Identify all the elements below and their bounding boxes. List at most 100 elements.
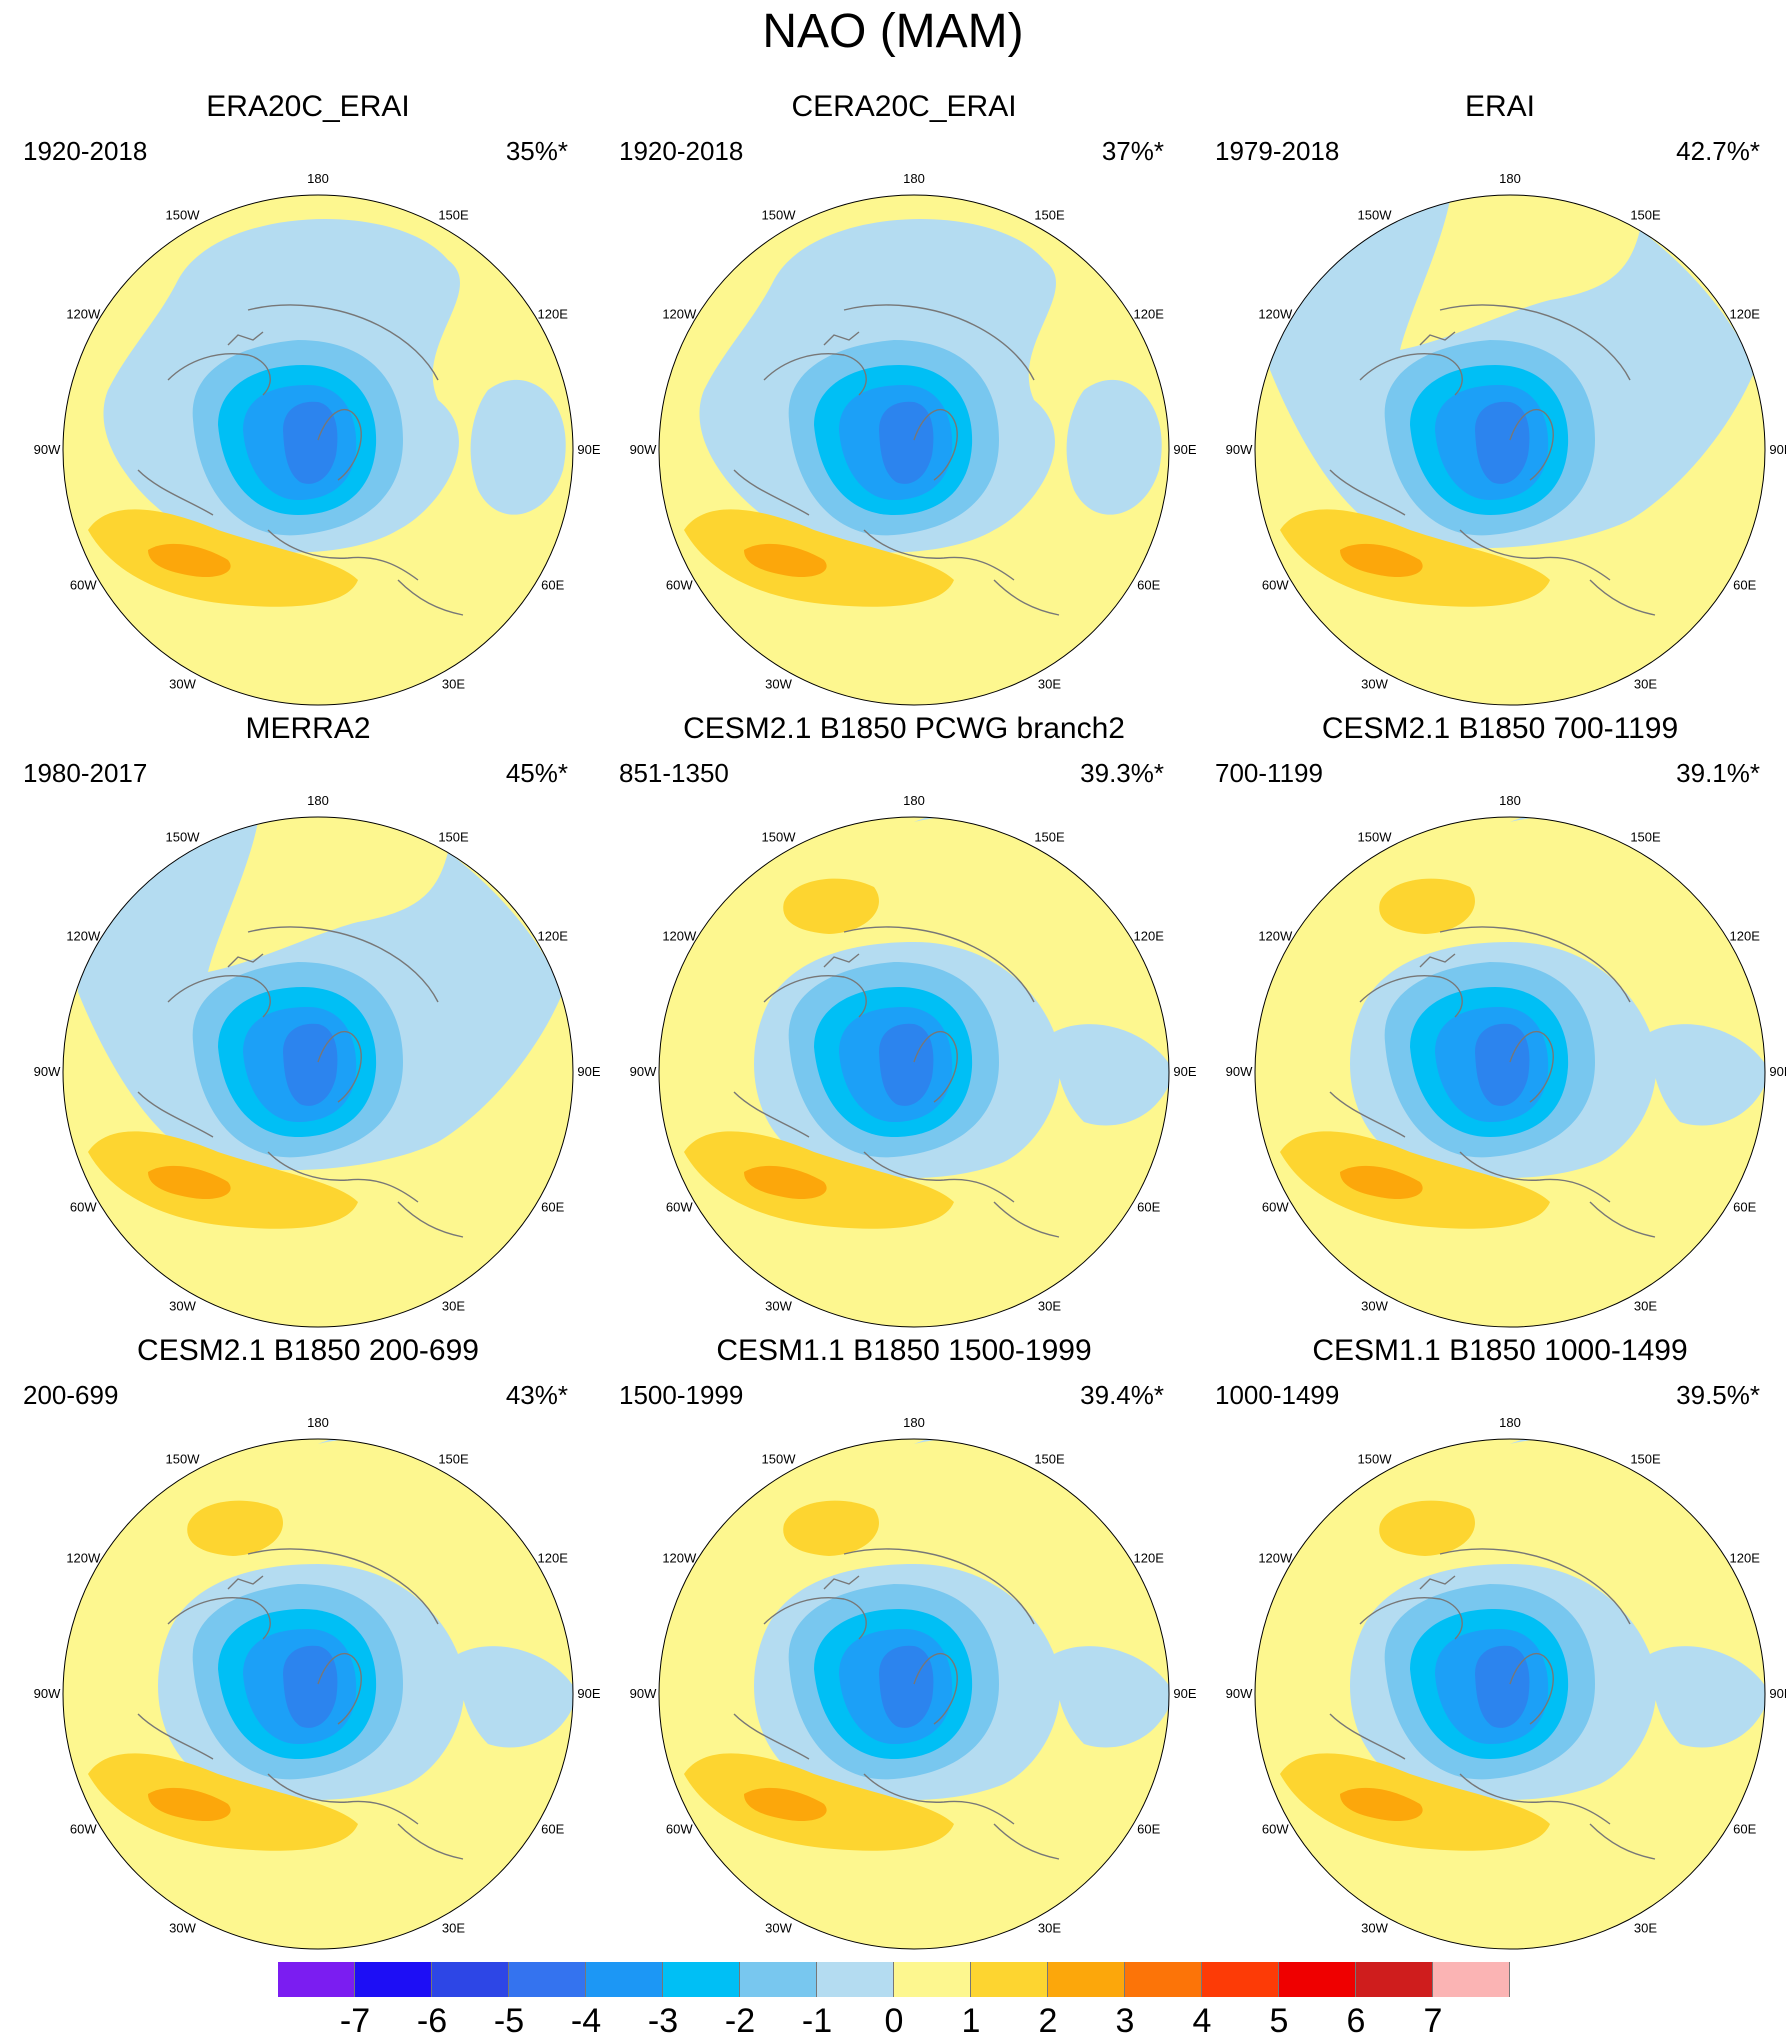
longitude-label: 150E [1630,1451,1661,1466]
colorbar-swatch [1356,1962,1433,1997]
coastline [227,953,264,968]
longitude-label: 60E [541,1200,564,1215]
pacific-high-contour [187,1500,283,1556]
coastline [823,1575,860,1590]
longitude-label: 30E [1038,1299,1061,1314]
longitude-label: 90W [630,442,657,457]
panel-variance-percent: 39.1%* [1676,758,1760,788]
longitude-label: 180 [1499,793,1521,808]
longitude-label: 60W [666,1200,693,1215]
colorbar-tick-label: 5 [1269,2002,1289,2040]
longitude-label: 30W [169,677,196,692]
colorbar-swatch [1279,1962,1356,1997]
longitude-label: 150W [1358,1451,1393,1466]
longitude-label: 120E [538,1551,569,1566]
longitude-label: 150E [1630,207,1661,222]
longitude-label: 30E [1634,677,1657,692]
longitude-label: 180 [903,1415,925,1430]
colorbar-tick-label: -3 [647,2002,679,2040]
longitude-label: 120E [1730,307,1761,322]
longitude-label: 30W [1361,1921,1388,1936]
longitude-label: 90E [577,1064,600,1079]
longitude-label: 90W [34,442,61,457]
longitude-label: 150W [762,1451,797,1466]
panel-title: MERRA2 [245,712,371,745]
longitude-label: 30E [442,677,465,692]
coastline [1459,529,1611,581]
coastline [1589,579,1656,616]
longitude-label: 30E [442,1921,465,1936]
map-panel: CESM1.1 B1850 1000-1499 1000-1499 39.5%* 18… [1210,1334,1786,1954]
longitude-label: 120W [66,307,101,322]
longitude-label: 60E [1733,1822,1756,1837]
panel-period: 1920-2018 [23,136,148,166]
atlantic-high-core [148,543,231,578]
panel-title: CESM2.1 B1850 PCWG branch2 [683,712,1125,745]
coastline [1359,1597,1463,1640]
longitude-label: 150W [762,207,797,222]
colorbar-swatch [278,1962,355,1997]
panel-variance-percent: 37%* [1101,136,1164,166]
map-panel: MERRA21980-201745%*180150E120E90E60E30E0… [18,712,601,1332]
longitude-label: 90E [577,1686,600,1701]
longitude-label: 150E [1034,207,1065,222]
longitude-label: 90W [630,1686,657,1701]
longitude-label: 60W [666,1822,693,1837]
longitude-label: 60W [1262,578,1289,593]
coastline [823,953,860,968]
panel-variance-percent: 39.3%* [1080,758,1164,788]
longitude-label: 120E [1134,929,1165,944]
longitude-label: 90W [630,1064,657,1079]
atlantic-high-core [744,543,827,578]
arctic-low-contour [1475,1023,1530,1106]
longitude-label: 150E [1630,829,1661,844]
longitude-label: 60W [70,1200,97,1215]
longitude-label: 150W [1358,207,1393,222]
longitude-label: 180 [307,171,329,186]
negative-anomaly-region [1066,379,1162,515]
map-boundary [1254,1438,1766,1950]
coastline [843,1548,1035,1625]
coastline [317,1652,362,1725]
colorbar-tick-label: 4 [1192,2002,1212,2040]
map-panel: CESM1.1 B1850 1500-1999 1500-1999 39.4%* 18… [614,1334,1197,1954]
longitude-label: 30W [765,1299,792,1314]
panel-period: 851-1350 [619,758,729,788]
longitude-label: 120E [538,929,569,944]
coastline [1419,1575,1456,1590]
arctic-low-contour [879,1645,934,1728]
coastline [1439,304,1631,381]
longitude-label: 150W [166,829,201,844]
negative-anomaly-region [1650,1024,1765,1126]
longitude-label: 90E [1173,1686,1196,1701]
longitude-label: 120W [1258,1551,1293,1566]
coastline [1589,1201,1656,1238]
coastline [227,1575,264,1590]
colorbar: -7 -6 -5 -4 -3 -2 -1 0 1 2 3 4 5 6 7 [278,1962,1510,2042]
coastline [863,1151,1015,1203]
colorbar-tick-label: -4 [570,2002,602,2040]
longitude-label: 30W [169,1921,196,1936]
panel-variance-percent: 39.4%* [1080,1380,1164,1410]
negative-anomaly-region [470,379,566,515]
longitude-label: 150E [438,829,469,844]
atlantic-high-core [148,1165,231,1200]
coastline [823,331,860,346]
coastline [993,1823,1060,1860]
coastline [247,304,439,381]
longitude-label: 60W [1262,1822,1289,1837]
coastline [137,1091,214,1138]
longitude-label: 120W [1258,929,1293,944]
atlantic-high-core [744,1165,827,1200]
longitude-label: 60E [1733,1200,1756,1215]
negative-anomaly-region [458,1646,573,1748]
colorbar-tick-label: -5 [493,2002,525,2040]
map-boundary [658,816,1170,1328]
coastline [733,469,810,516]
longitude-label: 90E [577,442,600,457]
pacific-high-contour [1379,878,1475,934]
negative-anomaly-region [1650,1646,1765,1748]
coastline [843,926,1035,1003]
longitude-label: 90E [1769,442,1786,457]
colorbar-swatch [894,1962,971,1997]
